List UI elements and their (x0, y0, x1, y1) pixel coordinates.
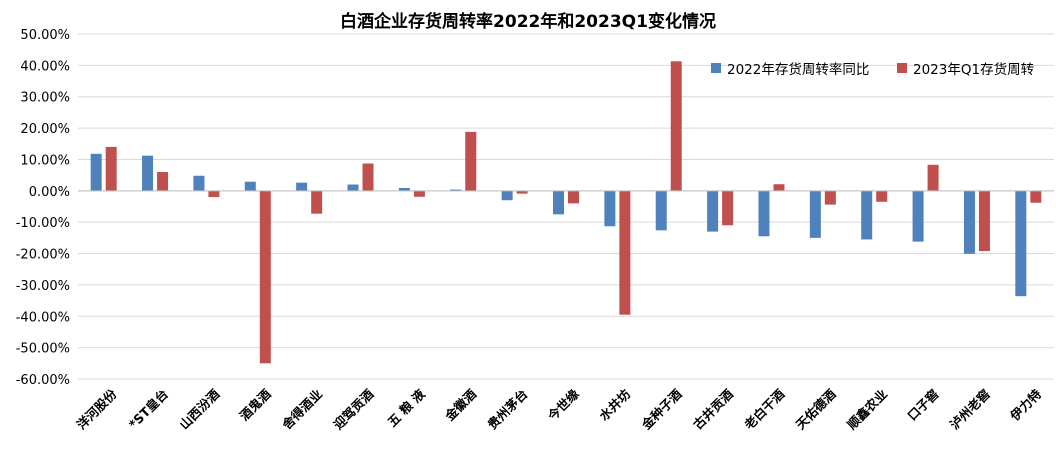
bar-2022 (655, 190, 667, 231)
bar-2023q1 (978, 190, 990, 252)
bar-2023q1 (465, 131, 477, 191)
bar-2023q1 (362, 163, 374, 191)
bar-2023q1 (619, 190, 631, 315)
y-tick-label: 20.00% (20, 122, 70, 137)
y-tick-label: -10.00% (16, 216, 70, 231)
bar-2023q1 (208, 190, 220, 198)
chart-title: 白酒企业存货周转率2022年和2023Q1变化情况 (340, 11, 716, 32)
bar-2022 (963, 190, 975, 254)
y-tick-label: -60.00% (16, 373, 70, 388)
bar-2023q1 (876, 190, 888, 202)
bar-2023q1 (773, 184, 785, 191)
y-tick-label: 30.00% (20, 91, 70, 106)
bar-2022 (1015, 190, 1027, 297)
y-axis-tick-labels: 50.00% 40.00% 30.00% 20.00% 10.00% 0.00% -10.0… (16, 28, 70, 388)
gridlines (78, 33, 1054, 380)
bar-2022 (142, 155, 154, 191)
bar-2023q1 (311, 190, 323, 214)
bar-2022 (398, 187, 410, 191)
y-tick-label: 40.00% (20, 59, 70, 74)
bar-2023q1 (927, 164, 939, 191)
y-tick-label: -20.00% (16, 248, 70, 263)
bar-2022 (553, 190, 564, 215)
bar-2022 (501, 190, 513, 201)
bar-2022 (90, 153, 102, 191)
bar-2023q1 (670, 61, 682, 191)
bar-2023q1 (722, 190, 734, 226)
bar-2022 (347, 184, 359, 191)
bar-2022 (861, 190, 873, 240)
bar-2023q1 (413, 190, 425, 197)
bar-2023q1 (157, 172, 169, 191)
y-tick-label: 10.00% (20, 153, 70, 168)
y-tick-label: -30.00% (16, 279, 70, 294)
legend-label: 2023年Q1存货周转 (913, 61, 1034, 78)
y-tick-label: -40.00% (16, 310, 70, 325)
y-tick-label: 0.00% (29, 185, 70, 200)
bar-2022 (450, 189, 462, 191)
bar-2022 (912, 190, 924, 242)
bar-2022 (809, 190, 821, 238)
bar-2022 (707, 190, 719, 232)
bar-2023q1 (824, 190, 836, 205)
legend-swatch (711, 63, 721, 73)
y-tick-label: 50.00% (20, 28, 70, 43)
legend-swatch (897, 63, 907, 73)
bar-2023q1 (105, 146, 117, 191)
bar-2023q1 (516, 190, 528, 194)
legend-label: 2022年存货周转率同比 (727, 61, 869, 78)
bar-2022 (244, 181, 256, 191)
bar-2022 (604, 190, 616, 227)
y-tick-label: -50.00% (16, 342, 70, 357)
bar-2022 (758, 190, 770, 237)
bars (90, 61, 1042, 364)
bar-2023q1 (568, 190, 579, 204)
bar-2022 (193, 175, 205, 191)
bar-2023q1 (259, 190, 271, 364)
bar-2023q1 (1030, 190, 1042, 203)
legend: 2022年存货周转率同比 2023年Q1存货周转 (711, 61, 1034, 78)
bar-2022 (296, 182, 308, 191)
